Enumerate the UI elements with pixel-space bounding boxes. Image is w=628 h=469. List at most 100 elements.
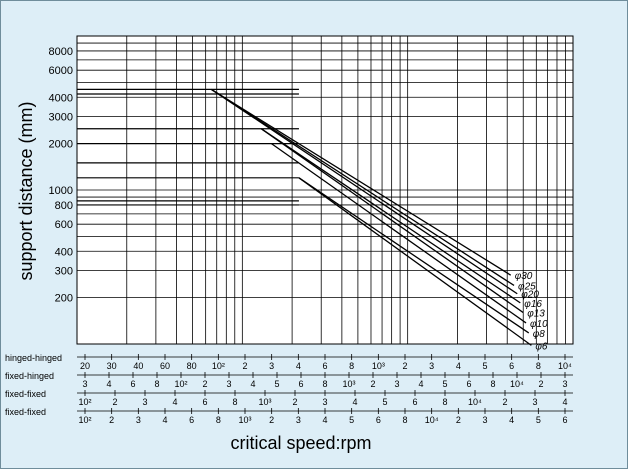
scale-tick-label: 30 [107, 361, 117, 371]
scale-tick-label: 3 [296, 415, 301, 425]
scale-tick-label: 2 [269, 415, 274, 425]
y-tick-label: 4000 [49, 92, 73, 104]
scale-tick-label: 8 [154, 379, 159, 389]
x-axis-label: critical speed:rpm [230, 433, 371, 453]
series-label: φ8 [533, 329, 546, 340]
y-tick-label: 3000 [49, 112, 73, 124]
scale-tick-label: 4 [562, 397, 567, 407]
scale-tick-label: 6 [322, 361, 327, 371]
scale-tick-label: 4 [296, 361, 301, 371]
scale-tick-label: 2 [202, 379, 207, 389]
series-label: φ13 [527, 309, 545, 320]
scale-tick-label: 5 [442, 379, 447, 389]
scale-tick-label: 2 [370, 379, 375, 389]
scale-tick-label: 6 [509, 361, 514, 371]
scale-tick-label: 3 [82, 379, 87, 389]
scale-tick-label: 10³ [372, 361, 385, 371]
scale-name: hinged-hinged [5, 353, 62, 363]
scale-tick-label: 6 [298, 379, 303, 389]
scale-tick-label: 4 [322, 415, 327, 425]
series-line [260, 128, 521, 304]
scale-tick-label: 3 [429, 361, 434, 371]
scale-tick-label: 3 [394, 379, 399, 389]
series-label: φ6 [535, 341, 548, 352]
y-tick-label: 2000 [49, 139, 73, 151]
scale-tick-label: 6 [376, 415, 381, 425]
series-line [260, 128, 524, 314]
scale-tick-label: 2 [109, 415, 114, 425]
scale-tick-label: 80 [187, 361, 197, 371]
scale-tick-label: 5 [382, 397, 387, 407]
series-layer [211, 88, 532, 346]
y-tick-label: 400 [55, 246, 73, 258]
scale-name: fixed-fixed [5, 407, 46, 417]
series-label: φ30 [515, 271, 533, 282]
scale-tick-label: 4 [162, 415, 167, 425]
scale-tick-label: 5 [482, 361, 487, 371]
y-tick-label: 6000 [49, 65, 73, 77]
scale-tick-label: 6 [412, 397, 417, 407]
scale-tick-label: 2 [242, 361, 247, 371]
scale-name: fixed-hinged [5, 371, 54, 381]
scale-tick-label: 8 [216, 415, 221, 425]
scale-tick-label: 10² [78, 397, 91, 407]
scale-tick-label: 10² [174, 379, 187, 389]
y-axis-label: support distance (mm) [16, 101, 36, 280]
scale-tick-label: 4 [106, 379, 111, 389]
scale-tick-label: 3 [482, 415, 487, 425]
series-line [211, 88, 515, 286]
scale-tick-label: 3 [269, 361, 274, 371]
scale-tick-label: 4 [509, 415, 514, 425]
scale-tick-label: 4 [352, 397, 357, 407]
scale-tick-label: 5 [349, 415, 354, 425]
scale-tick-label: 10⁴ [558, 361, 572, 371]
series-label: φ16 [524, 299, 542, 310]
scale-tick-label: 4 [418, 379, 423, 389]
scale-tick-label: 8 [402, 415, 407, 425]
scale-tick-label: 5 [536, 415, 541, 425]
scale-tick-label: 3 [226, 379, 231, 389]
scale-tick-label: 6 [562, 415, 567, 425]
scale-tick-label: 8 [349, 361, 354, 371]
scale-tick-label: 3 [142, 397, 147, 407]
scale-tick-label: 6 [130, 379, 135, 389]
series-line [298, 177, 530, 334]
scale-tick-label: 8 [536, 361, 541, 371]
scale-tick-label: 2 [112, 397, 117, 407]
scale-tick-label: 40 [133, 361, 143, 371]
y-tick-label: 8000 [49, 46, 73, 58]
scale-tick-label: 4 [456, 361, 461, 371]
scale-tick-label: 8 [442, 397, 447, 407]
series-label: φ20 [521, 290, 539, 301]
y-tick-label: 300 [55, 266, 73, 278]
scale-tick-label: 6 [202, 397, 207, 407]
scale-tick-label: 3 [322, 397, 327, 407]
scale-tick-label: 10⁴ [510, 379, 524, 389]
scale-tick-label: 5 [274, 379, 279, 389]
grid-layer [77, 36, 573, 345]
scale-tick-label: 10³ [258, 397, 271, 407]
scale-name: fixed-fixed [5, 389, 46, 399]
y-tick-label: 200 [55, 293, 73, 305]
y-tick-label: 800 [55, 200, 73, 212]
series-label: φ10 [530, 319, 548, 330]
scale-tick-label: 3 [136, 415, 141, 425]
series-line [298, 177, 532, 346]
scale-tick-label: 2 [538, 379, 543, 389]
scale-tick-label: 10² [78, 415, 91, 425]
scale-tick-label: 10² [212, 361, 225, 371]
y-tick-label: 1000 [49, 185, 73, 197]
scale-tick-label: 8 [322, 379, 327, 389]
series-line [211, 88, 518, 295]
scale-tick-label: 8 [490, 379, 495, 389]
scale-tick-label: 6 [189, 415, 194, 425]
scale-tick-label: 10³ [238, 415, 251, 425]
series-line [211, 88, 512, 276]
y-tick-labels: 8000 6000 4000 3000 2000 1000 800 600 400 300 200 [49, 46, 73, 305]
scale-tick-label: 3 [532, 397, 537, 407]
scale-tick-label: 4 [250, 379, 255, 389]
series-label: φ25 [518, 281, 536, 292]
